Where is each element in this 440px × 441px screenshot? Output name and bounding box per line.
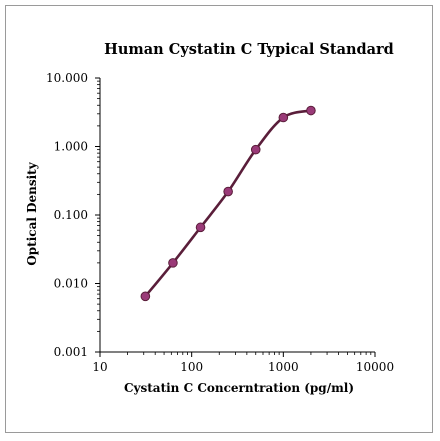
data-point: [223, 186, 233, 197]
y-axis-label: Optical Density: [25, 161, 39, 265]
x-tick-label: 100: [180, 360, 203, 374]
chart-frame: [5, 5, 433, 433]
data-point: [195, 222, 206, 233]
y-tick-label: 0.100: [54, 208, 88, 222]
chart-title: Human Cystatin C Typical Standard: [104, 41, 394, 58]
data-point: [306, 105, 316, 116]
x-axis-label: Cystatin C Concerntration (pg/ml): [124, 381, 354, 395]
data-point: [250, 144, 261, 155]
plot-area: [140, 105, 316, 302]
series-line: [144, 109, 312, 298]
y-tick-label: 10.000: [46, 71, 88, 85]
y-tick-label: 0.010: [54, 277, 88, 291]
x-tick-label: 10: [92, 360, 107, 374]
data-point: [278, 112, 289, 123]
data-point: [140, 291, 151, 302]
ticks: 0.001 0.010 0.100 1.000 10.000 10 100 1000 10000: [46, 71, 394, 374]
x-tick-label: 1000: [268, 360, 299, 374]
data-point: [168, 258, 178, 268]
y-tick-label: 1.000: [54, 140, 88, 154]
x-tick-label: 10000: [356, 360, 394, 374]
axes: [99, 78, 375, 353]
y-tick-label: 0.001: [54, 345, 88, 359]
